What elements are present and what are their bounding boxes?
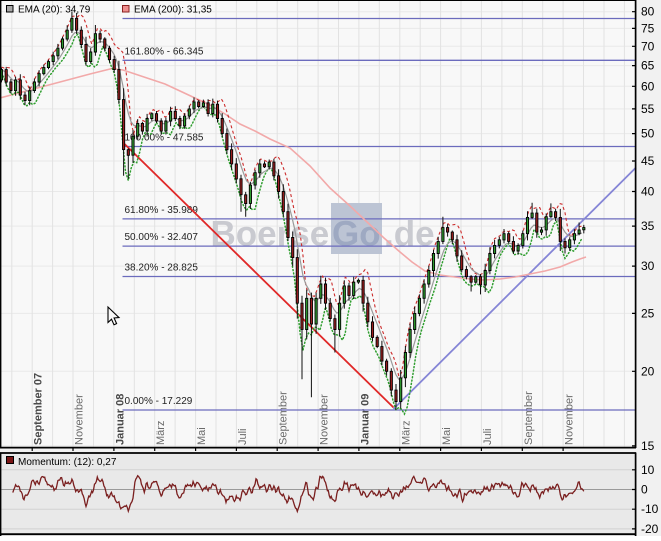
svg-text:EMA (200): 31,35: EMA (200): 31,35: [134, 5, 212, 16]
svg-text:70: 70: [641, 39, 655, 53]
svg-text:35: 35: [641, 219, 655, 233]
svg-text:Go: Go: [332, 215, 381, 254]
svg-text:55: 55: [641, 102, 655, 116]
svg-text:Boerse: Boerse: [211, 215, 330, 254]
svg-text:100.00% - 47.585: 100.00% - 47.585: [125, 133, 204, 144]
svg-text:September: September: [523, 391, 535, 445]
svg-text:38.20% - 28.825: 38.20% - 28.825: [125, 263, 199, 274]
svg-text:60: 60: [641, 79, 655, 93]
svg-text:.de: .de: [384, 215, 435, 254]
svg-text:61.80% - 35.989: 61.80% - 35.989: [125, 205, 199, 216]
svg-text:September: September: [278, 391, 290, 445]
svg-text:Juli: Juli: [482, 428, 494, 445]
svg-text:November: November: [319, 394, 331, 445]
svg-text:75: 75: [641, 21, 655, 35]
svg-text:September 07: September 07: [33, 373, 45, 445]
svg-text:50.00% - 32.407: 50.00% - 32.407: [125, 232, 199, 243]
svg-text:November: November: [74, 394, 86, 445]
svg-text:Momentum: (12): 0,27: Momentum: (12): 0,27: [18, 457, 117, 468]
svg-text:80: 80: [641, 5, 655, 19]
svg-text:30: 30: [641, 259, 655, 273]
svg-text:0: 0: [641, 483, 648, 497]
svg-text:November: November: [564, 394, 576, 445]
svg-text:0.00% - 17.229: 0.00% - 17.229: [125, 396, 193, 407]
svg-text:EMA (20): 34,79: EMA (20): 34,79: [18, 5, 91, 16]
svg-text:Januar 08: Januar 08: [114, 394, 126, 445]
svg-text:40: 40: [641, 185, 655, 199]
svg-text:65: 65: [641, 59, 655, 73]
svg-text:10: 10: [641, 463, 655, 477]
svg-text:25: 25: [641, 306, 655, 320]
svg-text:Mai: Mai: [196, 427, 208, 445]
svg-text:-20: -20: [641, 522, 659, 536]
svg-text:-10: -10: [641, 502, 659, 516]
svg-text:März: März: [155, 421, 167, 445]
svg-text:Mai: Mai: [441, 427, 453, 445]
svg-text:Juli: Juli: [237, 428, 249, 445]
svg-text:Januar 09: Januar 09: [359, 394, 371, 445]
svg-text:15: 15: [641, 439, 655, 453]
svg-text:20: 20: [641, 364, 655, 378]
svg-text:161.80% - 66.345: 161.80% - 66.345: [125, 46, 204, 57]
svg-text:50: 50: [641, 127, 655, 141]
svg-text:März: März: [400, 421, 412, 445]
svg-text:45: 45: [641, 154, 655, 168]
